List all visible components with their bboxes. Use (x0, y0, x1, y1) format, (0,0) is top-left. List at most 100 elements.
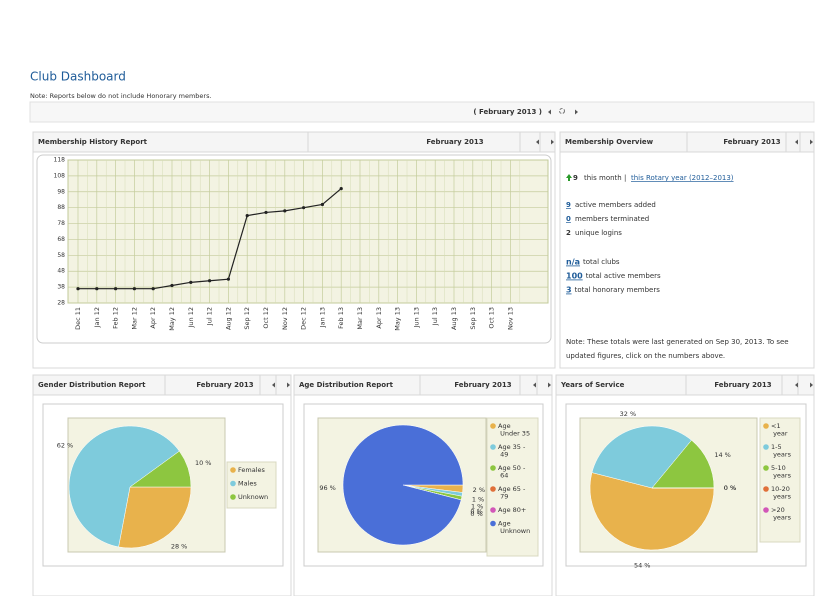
slice-label: 0 % (724, 484, 736, 492)
pie-slice (129, 450, 192, 488)
period: ( February 2013 ) (473, 108, 542, 116)
point (76, 287, 80, 291)
panel-title: Age Distribution Report (299, 381, 394, 389)
legend-label: Unknown (238, 493, 268, 501)
slice-label: 2 % (473, 486, 485, 494)
legend-swatch (490, 465, 496, 471)
slice-label: 28 % (171, 542, 188, 550)
page-title: Club Dashboard (30, 70, 126, 84)
panel-title: Membership Overview (565, 138, 654, 146)
x-tick-label: Jul 12 (206, 307, 214, 326)
legend-swatch (763, 444, 769, 450)
panel-header (555, 374, 815, 396)
x-tick-label: Nov 12 (281, 307, 289, 330)
period-bar (29, 101, 815, 123)
point (132, 287, 136, 291)
panel-title: Gender Distribution Report (38, 381, 146, 389)
point (245, 214, 249, 218)
year-link[interactable]: this Rotary year (2012–2013) (631, 174, 734, 182)
pie-slice (118, 486, 192, 549)
plot-area (67, 159, 549, 304)
panel-period: February 2013 (714, 381, 771, 389)
x-tick-label: Jan 13 (318, 307, 326, 328)
prev-arrow[interactable] (795, 139, 798, 145)
slice-label: 96 % (319, 484, 336, 492)
x-tick-label: Sep 13 (469, 307, 477, 330)
legend-swatch (490, 507, 496, 513)
panel-title: Years of Service (560, 381, 625, 389)
panel-title: Membership History Report (38, 138, 148, 146)
month-text: this month | (584, 174, 626, 182)
legend-label: <1 year (771, 422, 788, 438)
x-tick-label: Feb 13 (337, 307, 345, 329)
legend-swatch (230, 480, 236, 487)
x-tick-label: Oct 12 (262, 307, 270, 329)
panel-header (32, 131, 556, 153)
x-tick-label: May 13 (394, 307, 402, 331)
slice-label: 32 % (620, 410, 637, 418)
total-label: total honorary members (575, 286, 661, 294)
stat-value[interactable]: 0 (566, 215, 571, 223)
point (283, 209, 287, 213)
stat-label: active members added (575, 201, 656, 209)
legend-label: Age 65 - 79 (498, 485, 526, 501)
prev-arrow[interactable] (272, 382, 275, 388)
prev-arrow[interactable] (533, 382, 536, 388)
stat-label: unique logins (575, 229, 622, 237)
total-value[interactable]: n/a (566, 258, 580, 267)
x-tick-label: Dec 12 (300, 307, 308, 330)
slice-label: 10 % (195, 459, 212, 467)
y-tick-label: 28 (57, 300, 65, 307)
legend-label: >20 years (771, 506, 792, 522)
legend-swatch (230, 494, 236, 500)
next-arrow[interactable] (575, 109, 578, 115)
slice-label: 1 % (471, 503, 483, 511)
panel-header (32, 374, 292, 396)
legend-swatch (763, 486, 769, 492)
x-tick-label: Mar 12 (130, 307, 138, 330)
next-arrow[interactable] (551, 139, 554, 145)
legend-label: Females (238, 466, 266, 474)
legend-swatch (763, 465, 769, 471)
refresh-icon[interactable] (559, 108, 565, 114)
total-value[interactable]: 100 (566, 272, 583, 281)
point (339, 187, 343, 191)
up-arrow (566, 174, 572, 181)
prev-arrow[interactable] (536, 139, 539, 145)
pie-slice (589, 472, 715, 551)
slice-label: 62 % (57, 442, 74, 450)
point (189, 280, 193, 284)
point (226, 277, 230, 281)
legend-label: Age 80+ (498, 506, 526, 514)
slice-label: 0 % (470, 507, 482, 515)
x-tick-label: Jun 13 (412, 307, 420, 329)
total-label: total clubs (583, 258, 620, 266)
panel-header (293, 374, 553, 396)
y-tick-label: 98 (57, 188, 65, 195)
panel-period: February 2013 (196, 381, 253, 389)
x-tick-label: May 12 (168, 307, 176, 331)
legend-label: Males (238, 480, 257, 488)
legend-swatch (763, 507, 769, 513)
legend-swatch (490, 486, 496, 492)
total-value[interactable]: 3 (566, 286, 572, 295)
next-arrow[interactable] (810, 382, 813, 388)
point (264, 210, 268, 215)
point (151, 287, 155, 291)
point (302, 206, 306, 210)
panel-period: February 2013 (454, 381, 511, 389)
month-count: 9 (573, 174, 578, 182)
legend-swatch (490, 444, 496, 450)
legend-swatch (490, 423, 496, 429)
x-tick-label: Apr 13 (375, 307, 383, 329)
next-arrow[interactable] (287, 382, 290, 388)
y-tick-label: 108 (54, 172, 66, 179)
stat-value[interactable]: 9 (566, 201, 571, 209)
prev-arrow[interactable] (548, 109, 551, 115)
prev-arrow[interactable] (795, 382, 798, 388)
point (208, 279, 212, 283)
next-arrow[interactable] (810, 139, 813, 145)
pie-slice (651, 439, 715, 489)
next-arrow[interactable] (548, 382, 551, 388)
